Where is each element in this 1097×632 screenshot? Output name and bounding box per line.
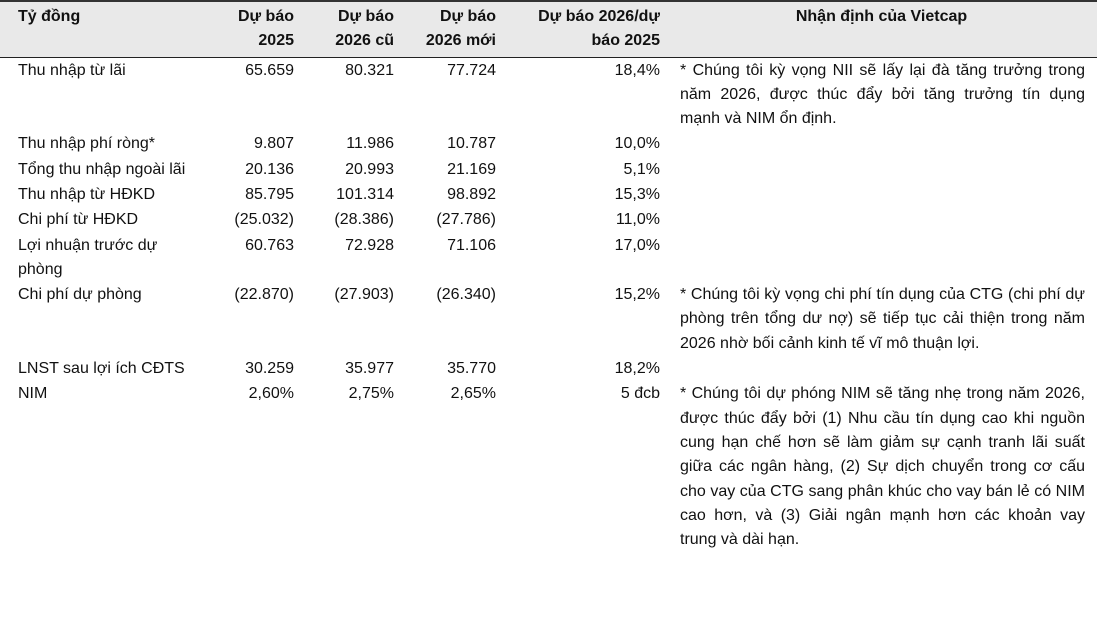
header-row: Tỷ đồng Dự báo 2025 Dự báo 2026 cũ Dự báo 2026…	[0, 1, 1097, 58]
table-row: Tổng thu nhập ngoài lãi 20.136 20.993 21.16…	[0, 157, 1097, 182]
value-cell: (28.386)	[334, 211, 394, 229]
value-cell: 2,60%	[248, 385, 294, 403]
value-cell: (27.786)	[436, 211, 496, 229]
header-cell: Dự báo 2026/dự báo 2025	[502, 1, 666, 58]
table-row: Chi phí dự phòng (22.870) (27.903) (26.340)…	[0, 283, 1097, 357]
forecast-table: Tỷ đồng Dự báo 2025 Dự báo 2026 cũ Dự báo 2026…	[0, 0, 1097, 553]
row-label: NIM	[18, 385, 48, 403]
header-text: Dự báo 2026/dự	[538, 8, 660, 25]
header-text: 2026 cũ	[335, 32, 394, 49]
header-text: Dự báo	[337, 8, 394, 25]
value-cell: 72.928	[345, 236, 394, 254]
value-cell: 30.259	[245, 360, 294, 378]
value-cell: (22.870)	[234, 286, 294, 304]
header-cell: Dự báo 2026 cũ	[300, 1, 400, 58]
value-cell: 60.763	[245, 236, 294, 254]
empty-cell	[666, 233, 1097, 283]
empty-cell	[666, 357, 1097, 382]
table-row: Thu nhập từ HĐKD 85.795 101.314 98.892 15,3%	[0, 182, 1097, 207]
value-cell: 20.136	[245, 160, 294, 178]
empty-cell	[666, 182, 1097, 207]
header-text: Nhận định của Vietcap	[795, 8, 968, 25]
row-label: Thu nhập từ lãi	[18, 61, 126, 79]
value-cell: 10,0%	[614, 135, 660, 153]
value-cell: 65.659	[245, 61, 294, 79]
comment-cell: * Chúng tôi dự phóng NIM sẽ tăng nhẹ tro…	[680, 385, 1085, 549]
value-cell: 35.770	[447, 360, 496, 378]
value-cell: 21.169	[447, 160, 496, 178]
header-text: 2025	[258, 32, 294, 49]
table-row: Thu nhập phí ròng* 9.807 11.986 10.787 10,0%	[0, 132, 1097, 157]
table-row: Chi phí từ HĐKD (25.032) (28.386) (27.786) 1…	[0, 208, 1097, 233]
value-cell: 77.724	[447, 61, 496, 79]
header-cell: Dự báo 2026 mới	[400, 1, 502, 58]
value-cell: 20.993	[345, 160, 394, 178]
value-cell: 15,2%	[614, 286, 660, 304]
row-label: Thu nhập phí ròng*	[18, 135, 155, 153]
value-cell: 80.321	[345, 61, 394, 79]
value-cell: 17,0%	[614, 236, 660, 254]
value-cell: 9.807	[253, 135, 294, 153]
table-row: Lợi nhuận trước dự phòng 60.763 72.928 71.1…	[0, 233, 1097, 283]
comment-cell: * Chúng tôi kỳ vọng NII sẽ lấy lại đà tă…	[680, 61, 1085, 128]
table-row: Thu nhập từ lãi 65.659 80.321 77.724 18,4% * …	[0, 58, 1097, 132]
header-cell: Tỷ đồng	[0, 1, 195, 58]
value-cell: 11,0%	[615, 211, 660, 229]
row-label: Lợi nhuận trước dự phòng	[18, 236, 158, 278]
value-cell: (27.903)	[334, 286, 394, 304]
value-cell: 5 đcb	[620, 385, 660, 403]
empty-cell	[666, 157, 1097, 182]
empty-cell	[666, 208, 1097, 233]
value-cell: 10.787	[447, 135, 496, 153]
header-text: 2026 mới	[425, 32, 496, 49]
value-cell: 15,3%	[614, 185, 660, 203]
row-label: Chi phí dự phòng	[18, 286, 142, 304]
row-label: LNST sau lợi ích CĐTS	[18, 360, 185, 378]
value-cell: 2,65%	[450, 385, 496, 403]
value-cell: (25.032)	[234, 211, 294, 229]
header-cell: Nhận định của Vietcap	[666, 1, 1097, 58]
header-text: Dự báo	[439, 8, 496, 25]
value-cell: 85.795	[245, 185, 294, 203]
table-row: NIM 2,60% 2,75% 2,65% 5 đcb * Chúng tôi dự ph…	[0, 382, 1097, 553]
value-cell: 5,1%	[623, 160, 660, 178]
row-label: Tổng thu nhập ngoài lãi	[18, 160, 186, 178]
table-body: Thu nhập từ lãi 65.659 80.321 77.724 18,4% * …	[0, 58, 1097, 553]
row-label: Thu nhập từ HĐKD	[18, 185, 155, 203]
header-text: báo 2025	[591, 32, 660, 49]
value-cell: 71.106	[447, 236, 496, 254]
header-text: Tỷ đồng	[18, 8, 81, 25]
value-cell: 11.986	[346, 135, 394, 153]
empty-cell	[666, 132, 1097, 157]
comment-cell: * Chúng tôi kỳ vọng chi phí tín dụng của…	[680, 286, 1085, 352]
value-cell: 98.892	[447, 185, 496, 203]
value-cell: 35.977	[345, 360, 394, 378]
row-label: Chi phí từ HĐKD	[18, 211, 139, 229]
value-cell: (26.340)	[436, 286, 496, 304]
value-cell: 18,2%	[614, 360, 660, 378]
value-cell: 2,75%	[348, 385, 394, 403]
value-cell: 101.314	[336, 185, 394, 203]
table-row: LNST sau lợi ích CĐTS 30.259 35.977 35.770 1…	[0, 357, 1097, 382]
header-cell: Dự báo 2025	[195, 1, 300, 58]
header-text: Dự báo	[237, 8, 294, 25]
value-cell: 18,4%	[614, 61, 660, 79]
